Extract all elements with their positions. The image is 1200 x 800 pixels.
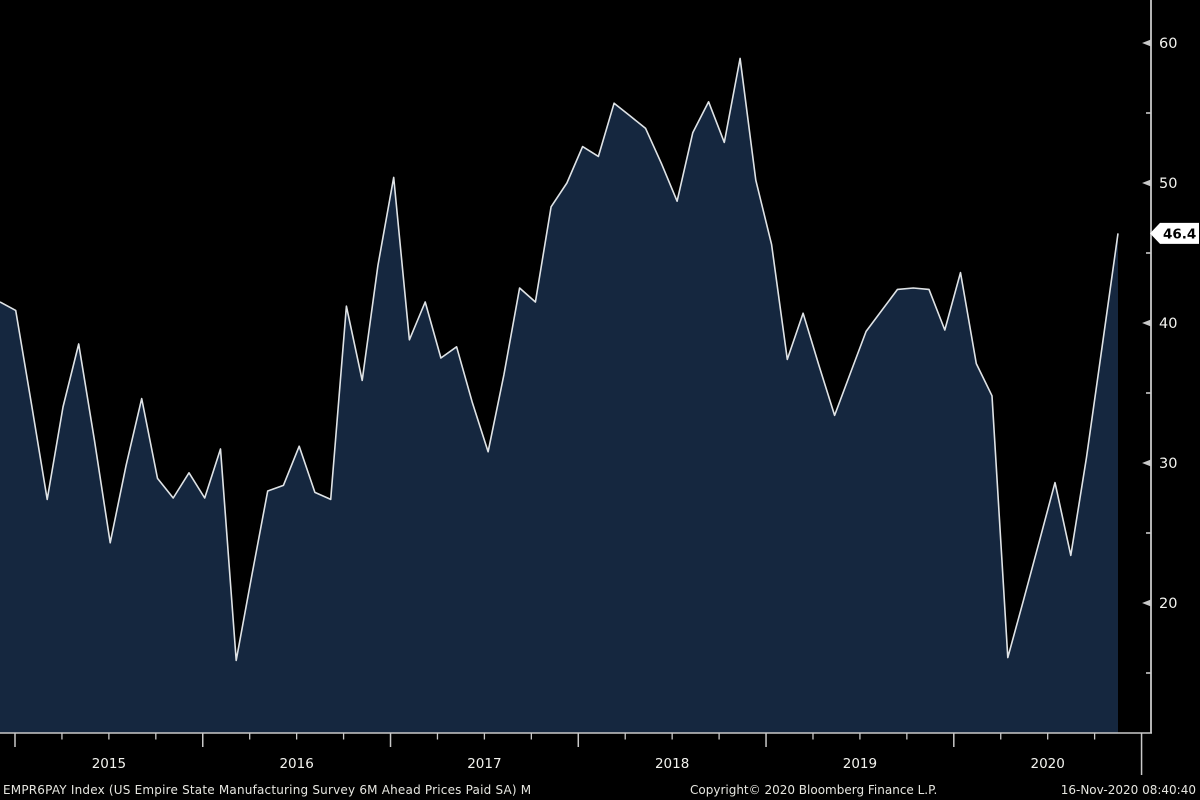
last-value-tag-layer: 46.4	[1150, 222, 1199, 244]
y-major-tick	[1142, 319, 1151, 327]
y-tick-label: 20	[1159, 596, 1177, 612]
y-tick-label: 60	[1159, 36, 1177, 52]
y-tick-label: 40	[1159, 316, 1177, 332]
year-label: 2016	[279, 756, 313, 772]
y-tick-label: 30	[1159, 456, 1177, 472]
year-label: 2020	[1031, 756, 1065, 772]
y-axis: 60 50 40 30 20	[1142, 0, 1177, 733]
year-label: 2019	[843, 756, 877, 772]
year-label: 2018	[655, 756, 689, 772]
last-value-text: 46.4	[1163, 226, 1196, 242]
series-line	[0, 57, 1119, 662]
copyright-notice: Copyright© 2020 Bloomberg Finance L.P.	[690, 783, 938, 797]
year-label: 2017	[467, 756, 501, 772]
status-bar: EMPR6PAY Index (US Empire State Manufact…	[0, 780, 1200, 800]
y-major-tick	[1142, 39, 1151, 47]
area-fill	[0, 58, 1118, 733]
timestamp: 16-Nov-2020 08:40:40	[1060, 783, 1196, 797]
year-label: 2015	[92, 756, 126, 772]
last-value-tag	[1150, 222, 1199, 244]
y-major-tick	[1142, 179, 1151, 187]
ticker-description: EMPR6PAY Index (US Empire State Manufact…	[3, 783, 532, 797]
y-tick-label: 50	[1159, 176, 1177, 192]
x-axis: 2015 2016 2017 2018 2019 2020	[0, 732, 1152, 775]
y-major-tick	[1142, 459, 1151, 467]
area-series-layer	[0, 57, 1119, 733]
y-major-tick	[1142, 599, 1151, 607]
